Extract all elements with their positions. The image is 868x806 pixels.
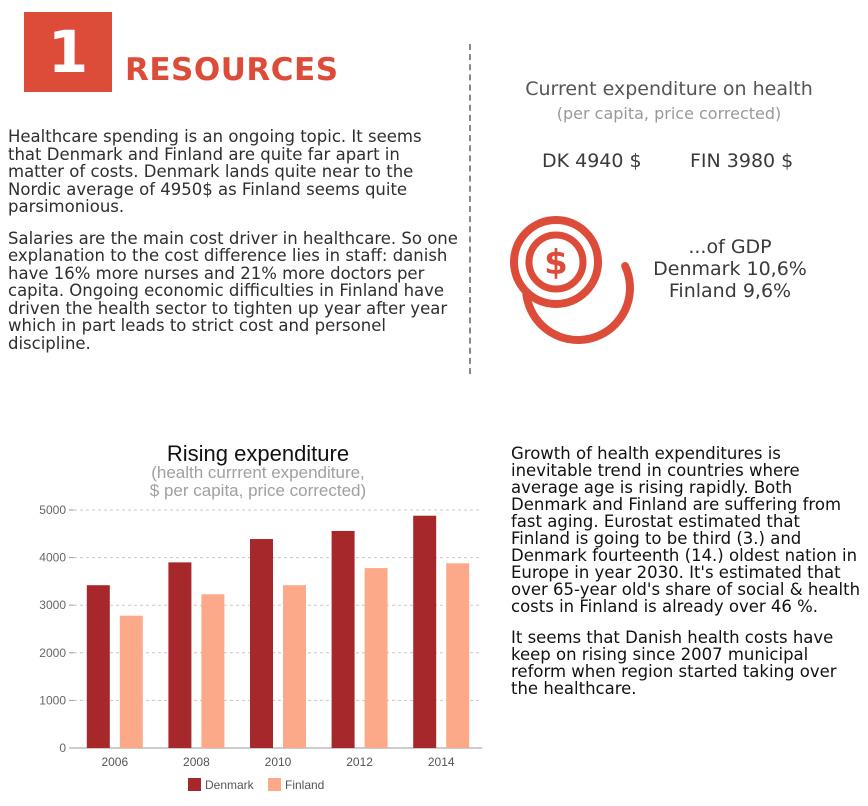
- chart-subtitle-line-2: $ per capita, price corrected): [149, 481, 367, 500]
- expenditure-subtitle: (per capita, price corrected): [556, 104, 782, 123]
- intro-paragraph-2: Salaries are the main cost driver in hea…: [8, 228, 458, 353]
- chart-subtitle: (health currrent expenditure, $ per capi…: [40, 464, 476, 500]
- chart-title: Rising expenditure: [166, 441, 350, 466]
- gdp-line-3: Finland 9,6%: [668, 280, 792, 302]
- bar-denmark-2012: [331, 530, 355, 748]
- x-tick-label: 2012: [346, 755, 373, 769]
- x-tick-label: 2010: [265, 755, 292, 769]
- legend-label-denmark: Denmark: [205, 778, 255, 792]
- intro-paragraph-1: Healthcare spending is an ongoing topic.…: [8, 127, 422, 216]
- bar-finland-2012: [364, 568, 388, 748]
- svg-text:$: $: [544, 243, 568, 283]
- bar-denmark-2010: [250, 539, 273, 748]
- bar-finland-2008: [201, 594, 225, 748]
- expenditure-bar-chart: 0 1000 2000 3000 4000 5000 2006 2008 2010 2012 201…: [39, 503, 482, 792]
- x-tick-label: 2006: [101, 755, 128, 769]
- bar-denmark-2014: [413, 515, 437, 748]
- y-tick-label: 1000: [39, 693, 66, 707]
- intro-text: Healthcare spending is an ongoing topic.…: [8, 128, 458, 366]
- aging-text: Growth of health expenditures is inevita…: [511, 445, 863, 711]
- x-tick-label: 2014: [428, 755, 455, 769]
- section-number-badge: 1: [24, 12, 112, 92]
- denmark-expenditure: DK 4940 $: [542, 150, 642, 172]
- bar-finland-2006: [119, 615, 143, 748]
- chart-subtitle-line-1: (health currrent expenditure,: [151, 463, 365, 482]
- x-tick-label: 2008: [183, 755, 210, 769]
- aging-paragraph-1: Growth of health expenditures is inevita…: [511, 444, 861, 616]
- legend-swatch-denmark: [188, 778, 201, 791]
- section-title: RESOURCES: [125, 52, 339, 88]
- y-tick-label: 2000: [39, 646, 66, 660]
- gdp-line-2: Denmark 10,6%: [653, 258, 807, 280]
- y-tick-label: 3000: [39, 598, 66, 612]
- y-tick-label: 4000: [39, 551, 66, 565]
- expenditure-title: Current expenditure on health: [525, 78, 813, 100]
- legend-label-finland: Finland: [285, 778, 324, 792]
- finland-expenditure: FIN 3980 $: [690, 150, 794, 172]
- y-tick-label: 0: [59, 741, 66, 755]
- dashed-divider: [469, 44, 471, 374]
- coins-dollar-icon: $: [510, 216, 634, 344]
- legend-swatch-finland: [268, 778, 281, 791]
- bar-denmark-2006: [86, 585, 110, 748]
- bar-denmark-2008: [168, 562, 192, 748]
- bar-finland-2014: [446, 563, 470, 748]
- gdp-share: ...of GDP Denmark 10,6% Finland 9,6%: [632, 236, 828, 302]
- aging-paragraph-2: It seems that Danish health costs have k…: [511, 628, 837, 698]
- bar-finland-2010: [283, 585, 306, 748]
- y-tick-label: 5000: [39, 503, 66, 517]
- gdp-line-1: ...of GDP: [688, 236, 772, 258]
